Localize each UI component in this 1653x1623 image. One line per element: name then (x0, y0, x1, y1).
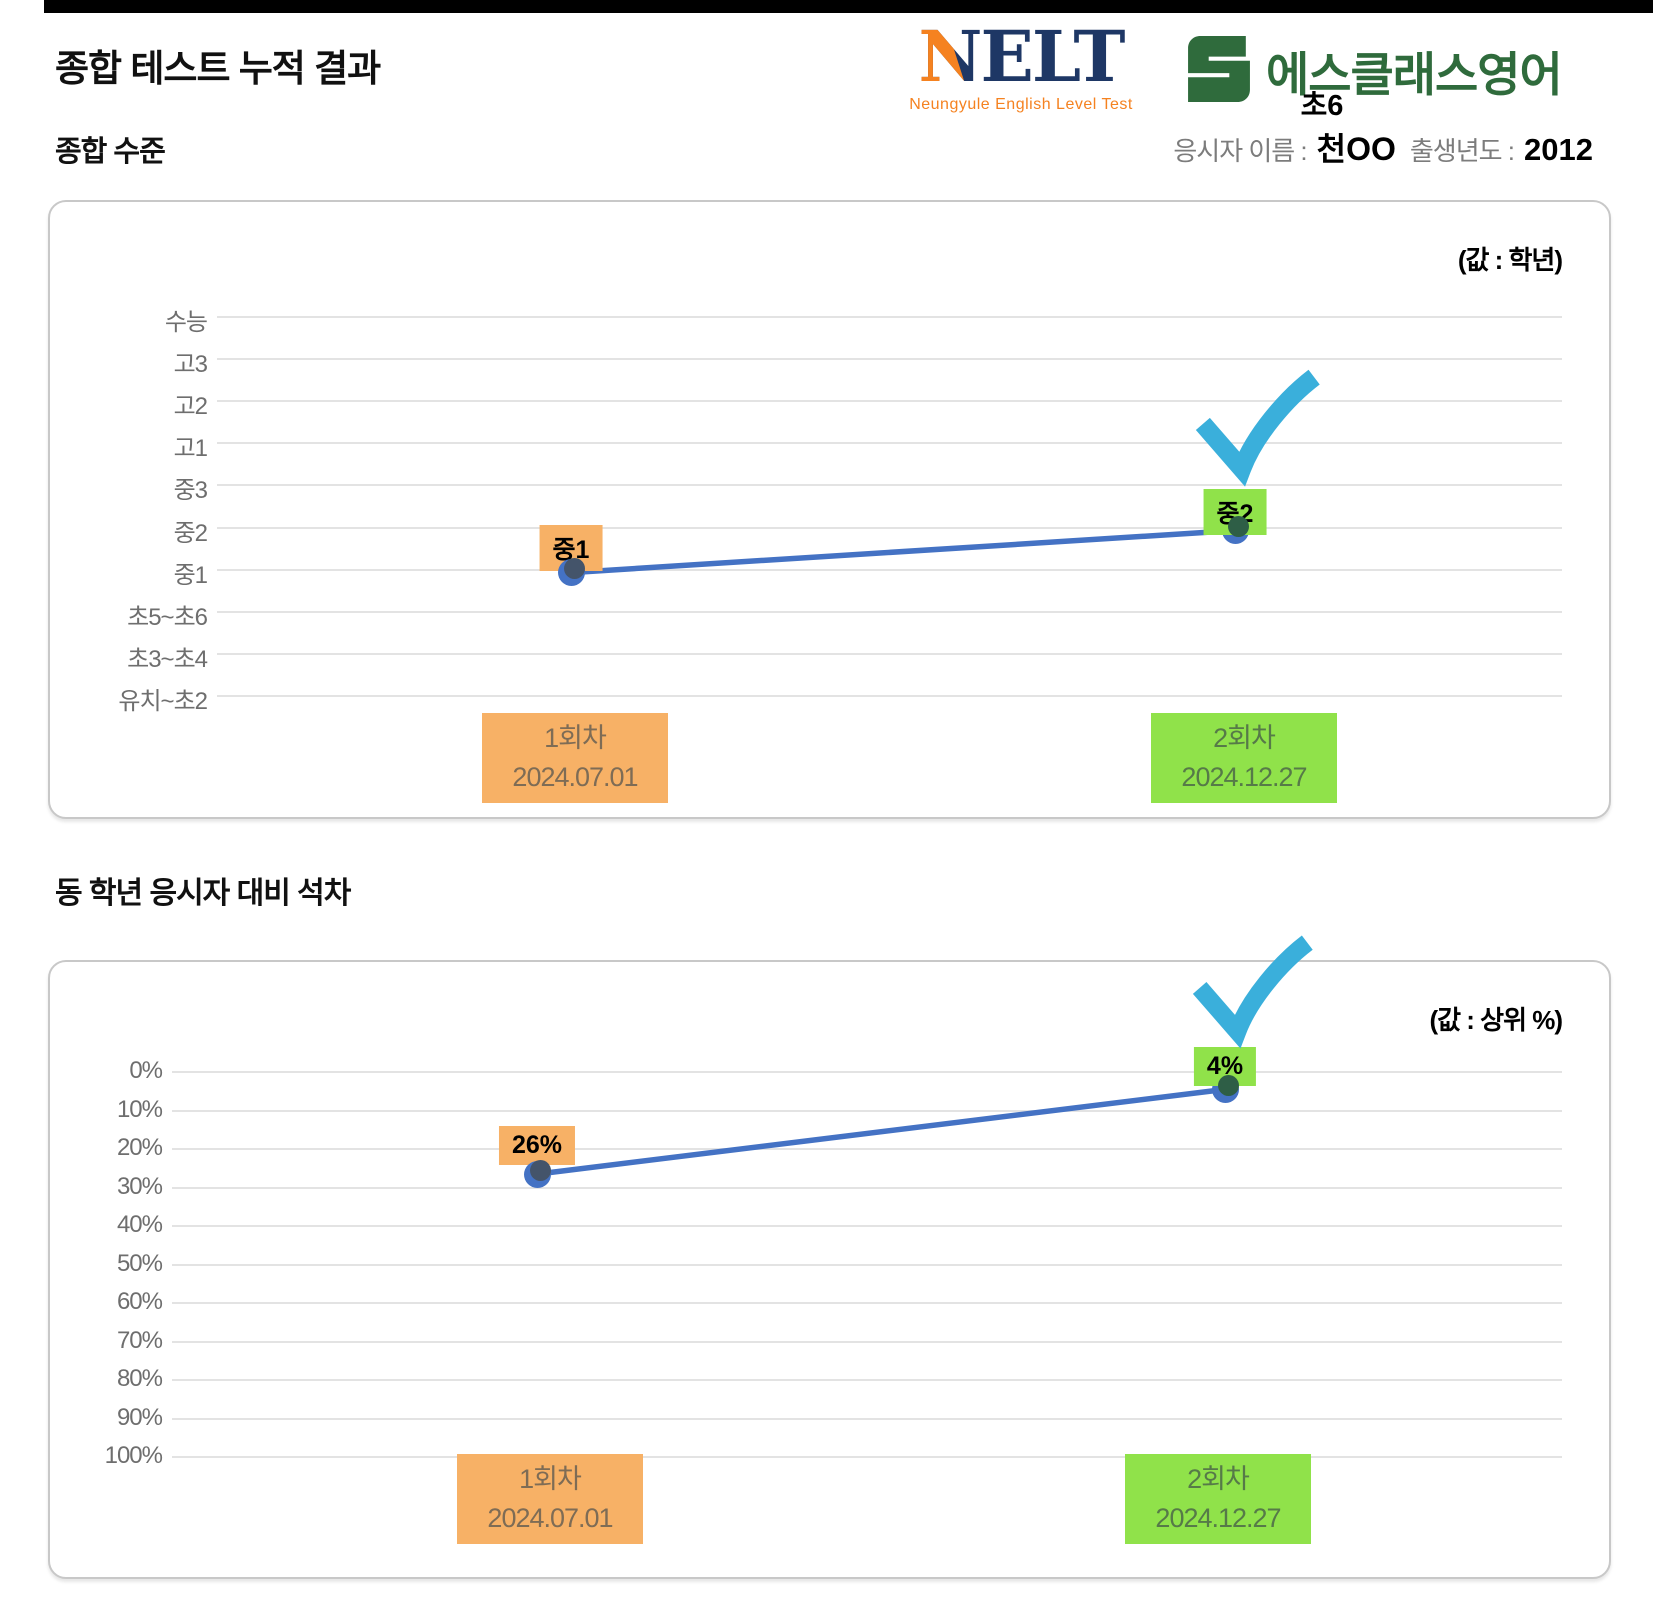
rank-chart-card: (값 : 상위 %) 0% 10% 20% 30% 40% 50% 60% 70% 80% 90%… (48, 935, 1611, 1579)
trend-line (570, 527, 1236, 576)
value-note: (값 : 상위 %) (1429, 1005, 1563, 1035)
y-gridline (217, 610, 1562, 613)
student-info-line: 응시자 이름 : 천OO 출생년도 : 2012 (1173, 124, 1593, 170)
trend-line (536, 1086, 1226, 1177)
checkmark-icon (1195, 369, 1320, 487)
y-gridline (172, 1379, 1562, 1381)
y-axis-tick-label: 유치~초2 (118, 687, 208, 715)
y-gridline (217, 526, 1562, 529)
y-axis-tick-label: 40% (116, 1211, 163, 1238)
data-point-label: 중1 (539, 524, 603, 571)
y-gridline (172, 1417, 1562, 1420)
round-label: 2회차 (1187, 1463, 1250, 1494)
academy-name: 에스클래스영어 (1266, 48, 1563, 101)
y-gridline (172, 1109, 1562, 1112)
y-gridline (217, 568, 1562, 571)
y-gridline (217, 484, 1562, 487)
y-gridline (172, 1456, 1562, 1458)
y-gridline (217, 400, 1562, 403)
student-name-label: 응시자 이름 : (1173, 136, 1307, 166)
y-axis-tick-label: 중3 (173, 477, 208, 505)
x-axis-category-box: 2회차 2024.12.27 (1151, 713, 1337, 803)
round-date: 2024.07.01 (487, 1503, 613, 1533)
y-axis-tick-label: 초5~초6 (127, 603, 208, 631)
y-gridline (172, 1302, 1562, 1304)
round-label: 1회차 (544, 722, 607, 753)
y-gridline (172, 1071, 1562, 1073)
nelt-subtitle: Neungyule English Level Test (909, 96, 1133, 113)
y-axis-tick-label: 초3~초4 (127, 645, 208, 673)
data-point-marker-accent (529, 1159, 551, 1181)
nelt-logo: NELT NELT Neungyule English Level Test (905, 22, 1137, 114)
round-date: 2024.12.27 (1155, 1503, 1281, 1533)
round-label: 1회차 (519, 1463, 582, 1494)
x-axis-category-box: 1회차 2024.07.01 (482, 713, 668, 803)
y-gridline (217, 694, 1562, 697)
sclass-logo-icon (1188, 36, 1250, 102)
data-point-label: 26% (498, 1126, 576, 1166)
round-date: 2024.07.01 (512, 762, 638, 792)
y-axis-tick-label: 20% (116, 1134, 163, 1161)
y-axis-tick-label: 50% (116, 1249, 163, 1277)
page-title: 종합 테스트 누적 결과 (55, 48, 381, 89)
x-axis-category-box: 1회차 2024.07.01 (457, 1454, 643, 1544)
y-gridline (172, 1186, 1562, 1189)
round-label: 2회차 (1213, 722, 1276, 753)
data-point-marker-accent (563, 558, 585, 580)
section-title-overall-level: 종합 수준 (55, 136, 166, 168)
y-gridline (172, 1263, 1562, 1266)
round-date: 2024.12.27 (1181, 762, 1307, 792)
y-axis-tick-label: 70% (116, 1326, 163, 1354)
y-gridline (217, 358, 1562, 361)
y-axis-tick-label: 중1 (173, 561, 208, 589)
y-gridline (172, 1148, 1562, 1150)
data-point-marker-accent (1217, 1074, 1239, 1096)
student-name: 천OO (1316, 131, 1396, 167)
y-gridline (217, 316, 1562, 318)
y-axis-tick-label: 10% (116, 1095, 163, 1123)
y-axis-tick-label: 수능 (164, 309, 208, 336)
y-axis-tick-label: 60% (116, 1288, 163, 1315)
y-gridline (172, 1225, 1562, 1227)
x-axis-category-box: 2회차 2024.12.27 (1125, 1454, 1311, 1544)
top-rule (44, 0, 1653, 13)
student-birth-year: 2012 (1524, 132, 1593, 167)
student-birth-label: 출생년도 : (1409, 136, 1515, 166)
y-axis-tick-label: 90% (116, 1403, 163, 1431)
y-axis-tick-label: 고1 (173, 435, 208, 463)
student-grade: 초6 (1300, 90, 1344, 122)
nelt-wordmark: NELT NELT (918, 15, 1126, 98)
y-axis-tick-label: 80% (116, 1365, 163, 1392)
value-note: (값 : 학년) (1457, 245, 1563, 275)
checkmark-icon (1192, 935, 1313, 1049)
y-axis-tick-label: 고3 (173, 351, 208, 379)
y-axis-tick-label: 0% (129, 1057, 163, 1084)
y-axis-tick-label: 고2 (173, 393, 208, 421)
data-point-marker-accent (1227, 516, 1249, 537)
y-gridline (217, 652, 1562, 655)
y-axis-tick-label: 중2 (173, 519, 208, 547)
y-axis-tick-label: 30% (116, 1172, 163, 1200)
y-axis-tick-label: 100% (104, 1442, 163, 1469)
y-gridline (172, 1340, 1562, 1343)
section-title-rank: 동 학년 응시자 대비 석차 (55, 877, 351, 910)
y-gridline (217, 442, 1562, 445)
